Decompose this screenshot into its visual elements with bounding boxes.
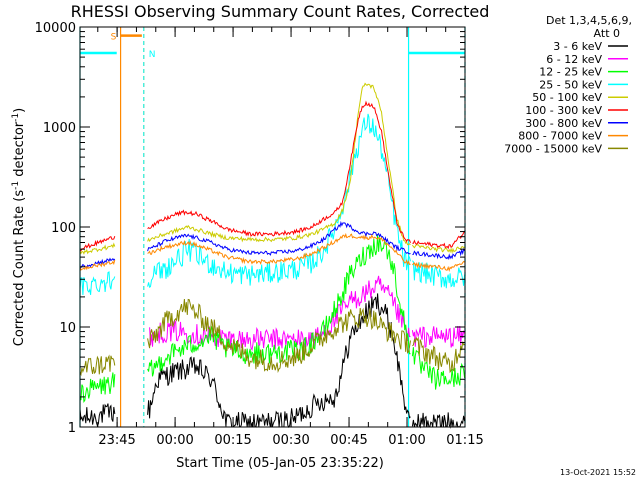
series-line-2	[79, 233, 466, 403]
x-tick-label-5: 01:00	[388, 433, 425, 448]
timestamp: 13-Oct-2021 15:52	[560, 468, 636, 477]
y-axis-label-sup1: -1	[11, 181, 21, 190]
night-label: N	[149, 50, 156, 60]
legend-label-0: 3 - 6 keV	[553, 40, 602, 53]
legend-label-6: 300 - 800 keV	[525, 117, 602, 130]
legend-header-line1: Det 1,3,4,5,6,9,	[546, 14, 632, 27]
series-line-1	[149, 275, 466, 352]
x-axis-label: Start Time (05-Jan-05 23:35:22)	[176, 456, 384, 471]
series-line-3	[79, 113, 466, 296]
legend-label-1: 6 - 12 keV	[546, 53, 602, 66]
y-axis-label: Corrected Count Rate (s-1 detector-1)	[11, 108, 27, 346]
y-axis-label-sup2: -1	[11, 113, 21, 122]
x-tick-label-6: 01:15	[446, 433, 483, 448]
y-axis-label-end: )	[12, 108, 27, 113]
legend-label-7: 800 - 7000 keV	[518, 130, 602, 143]
x-axis-ticks: 23:45 00:00 00:15 00:30 00:45 01:00 01:15	[97, 27, 484, 448]
legend-label-3: 25 - 50 keV	[539, 78, 602, 91]
legend-label-8: 7000 - 15000 keV	[504, 142, 602, 155]
y-tick-label-0: 1	[68, 421, 76, 436]
legend-label-4: 50 - 100 keV	[532, 91, 602, 104]
series-line-5	[79, 100, 466, 252]
series-line-8	[79, 298, 465, 377]
series-line-7	[79, 232, 465, 273]
chart-title: RHESSI Observing Summary Count Rates, Co…	[71, 2, 490, 21]
x-tick-label-3: 00:30	[272, 433, 309, 448]
legend-label-5: 100 - 300 keV	[525, 104, 602, 117]
saa-label: S	[111, 33, 117, 43]
y-axis-ticks: 1 10 100 1000 10000	[35, 21, 465, 436]
y-tick-label-4: 10000	[35, 21, 76, 36]
x-tick-label-0: 23:45	[98, 433, 135, 448]
x-tick-label-1: 00:00	[156, 433, 193, 448]
y-axis-label-main: Corrected Count Rate (s	[12, 190, 27, 347]
y-tick-label-3: 1000	[43, 121, 76, 136]
x-tick-label-4: 00:45	[330, 433, 367, 448]
series-line-4	[79, 82, 465, 255]
y-tick-label-1: 10	[59, 321, 76, 336]
x-tick-label-2: 00:15	[214, 433, 251, 448]
legend-header-line2: Att 0	[594, 27, 620, 40]
y-tick-label-2: 100	[51, 221, 76, 236]
legend-label-2: 12 - 25 keV	[539, 66, 602, 79]
y-axis-label-mid: detector	[12, 121, 27, 181]
